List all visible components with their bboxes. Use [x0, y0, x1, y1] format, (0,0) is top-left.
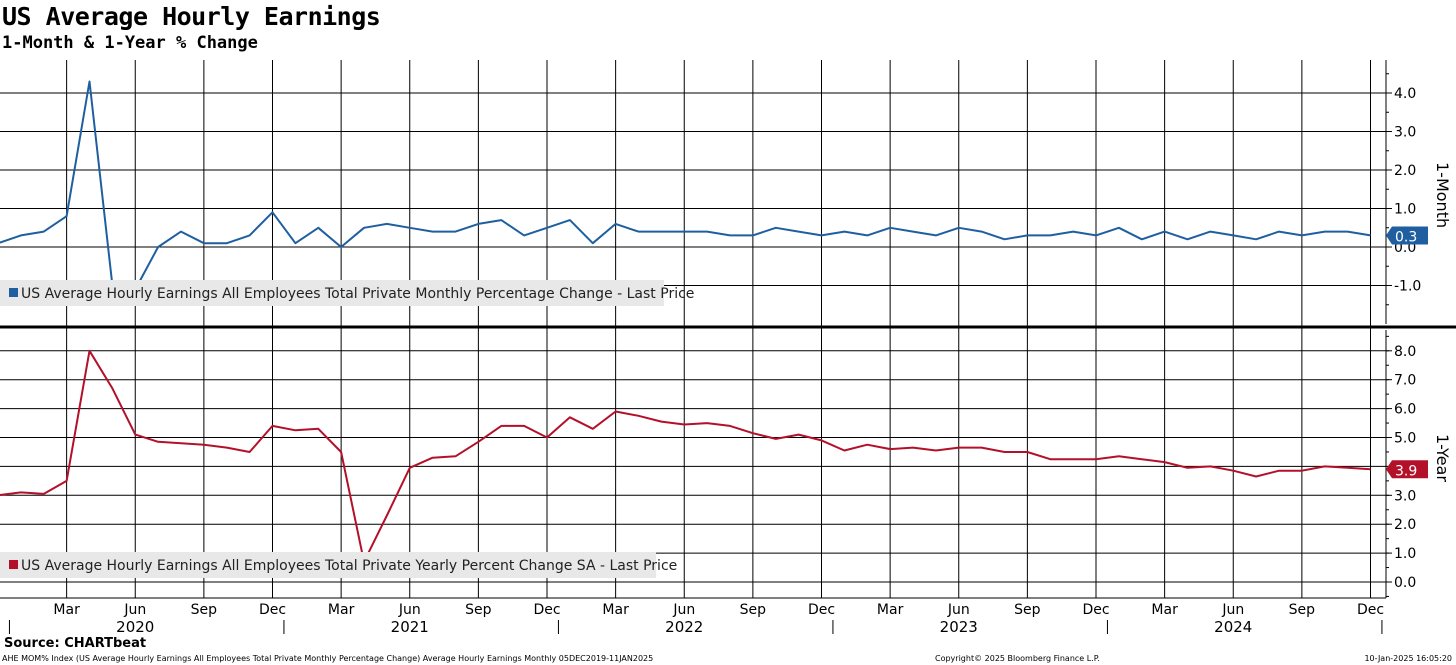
x-tick-label: Mar [328, 602, 355, 618]
y-tick-label: 7.0 [1394, 373, 1416, 389]
y-tick-label: 5.0 [1394, 431, 1416, 447]
x-tick-label: Dec [808, 602, 835, 618]
last-value-flag-monthly [1386, 226, 1428, 245]
x-tick-label: Sep [740, 602, 767, 618]
legend-swatch-yearly [9, 560, 18, 569]
y-tick-label: 8.0 [1394, 344, 1416, 360]
x-tick-label: Jun [123, 602, 146, 618]
series-line-yearly [0, 349, 1371, 563]
axis-label-yearly: 1-Year [1433, 434, 1452, 482]
x-tick-label: Sep [191, 602, 218, 618]
x-tick-label: Sep [1289, 602, 1316, 618]
x-tick-label: Mar [602, 602, 629, 618]
footer-timestamp: 10-Jan-2025 16:05:20 [1364, 654, 1452, 663]
y-tick-label: -1.0 [1394, 279, 1421, 295]
x-tick-label: Jun [1221, 602, 1244, 618]
x-tick-label: Mar [53, 602, 80, 618]
x-tick-label: Sep [1014, 602, 1041, 618]
x-tick-label: Mar [1151, 602, 1178, 618]
chart-subtitle: 1-Month & 1-Year % Change [2, 33, 258, 53]
x-year-label: 2024 [1214, 618, 1252, 636]
x-tick-label: Dec [1082, 602, 1109, 618]
y-tick-label: 2.0 [1394, 517, 1416, 533]
y-tick-label: 1.0 [1394, 202, 1416, 218]
legend-background [0, 280, 664, 306]
source-label: Source: CHARTbeat [4, 636, 147, 651]
x-tick-label: Jun [398, 602, 421, 618]
x-tick-label: Jun [672, 602, 695, 618]
x-year-label: 2023 [940, 618, 978, 636]
x-tick-label: Sep [465, 602, 492, 618]
last-value-label-monthly: 0.3 [1395, 229, 1417, 245]
last-value-flag-yearly [1386, 460, 1428, 479]
legend-label-monthly: US Average Hourly Earnings All Employees… [21, 286, 694, 302]
x-year-label: 2020 [116, 618, 154, 636]
y-tick-label: 6.0 [1394, 402, 1416, 418]
footer-description: AHE MOM% Index (US Average Hourly Earnin… [2, 654, 654, 663]
y-tick-label: 4.0 [1394, 86, 1416, 102]
axis-label-monthly: 1-Month [1433, 162, 1452, 228]
x-tick-label: Mar [877, 602, 904, 618]
x-tick-label: Dec [533, 602, 560, 618]
y-tick-label: 3.0 [1394, 125, 1416, 141]
series-line-monthly [0, 80, 1371, 291]
legend-background [0, 552, 656, 578]
x-tick-label: Jun [947, 602, 970, 618]
legend-swatch-monthly [9, 288, 18, 297]
y-tick-label: 1.0 [1394, 546, 1416, 562]
x-tick-label: Dec [259, 602, 286, 618]
chart-title: US Average Hourly Earnings [2, 2, 381, 31]
y-tick-label: 2.0 [1394, 163, 1416, 179]
y-tick-label: 3.0 [1394, 488, 1416, 504]
legend-label-yearly: US Average Hourly Earnings All Employees… [21, 558, 677, 574]
x-year-label: 2022 [665, 618, 703, 636]
x-year-label: 2021 [391, 618, 429, 636]
y-tick-label: 0.0 [1394, 575, 1416, 591]
footer-copyright: Copyright© 2025 Bloomberg Finance L.P. [935, 654, 1100, 663]
last-value-label-yearly: 3.9 [1395, 463, 1417, 479]
x-tick-label: Dec [1357, 602, 1384, 618]
